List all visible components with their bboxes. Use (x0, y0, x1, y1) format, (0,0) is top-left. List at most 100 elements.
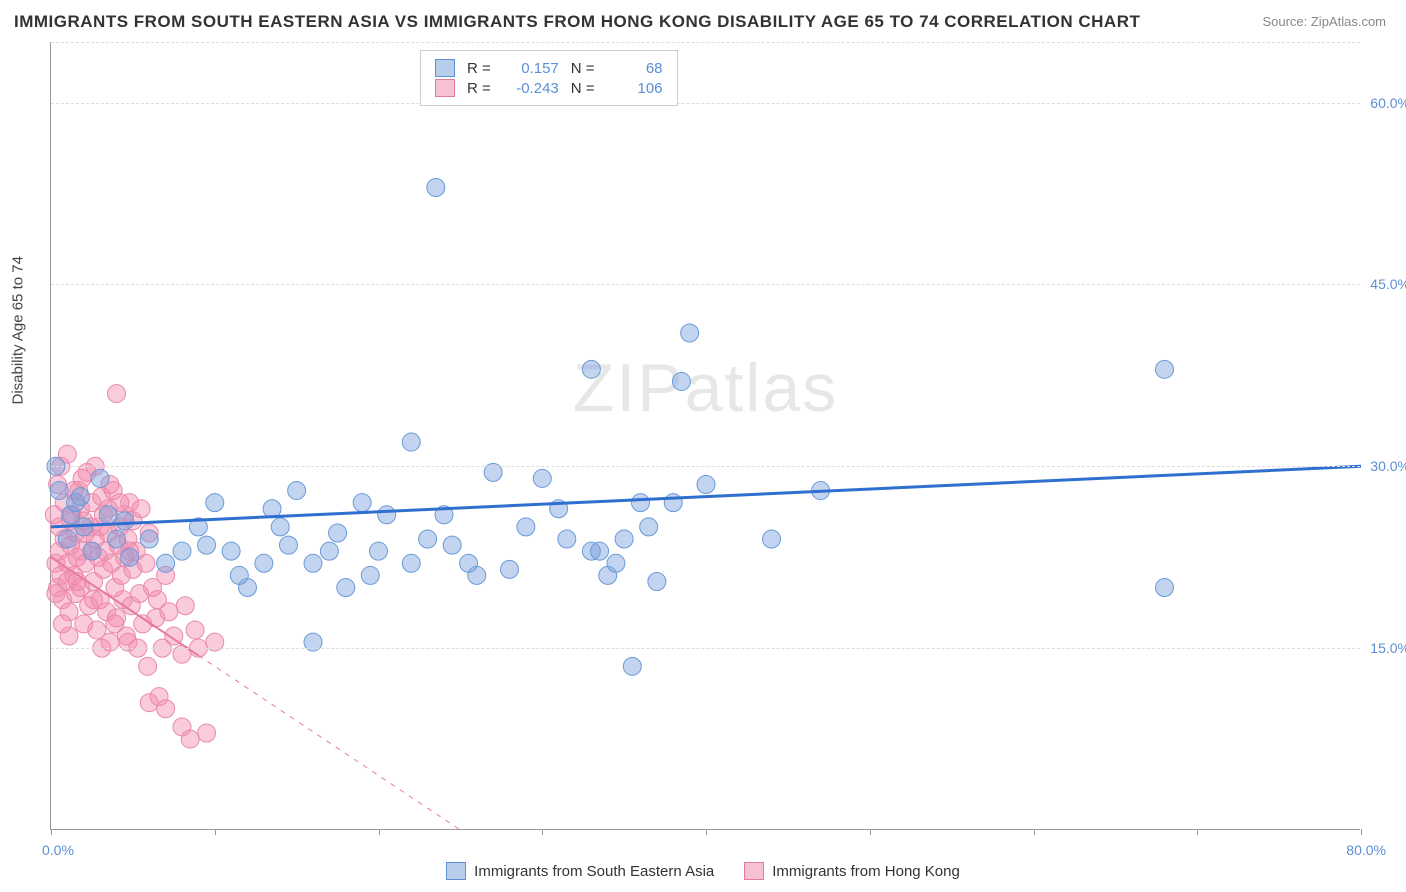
scatter-point-series1 (304, 554, 322, 572)
scatter-point-series1 (681, 324, 699, 342)
chart-title: IMMIGRANTS FROM SOUTH EASTERN ASIA VS IM… (14, 12, 1140, 32)
scatter-point-series1 (591, 542, 609, 560)
scatter-point-series2 (148, 591, 166, 609)
scatter-point-series1 (255, 554, 273, 572)
scatter-point-series2 (60, 627, 78, 645)
x-tick (1361, 829, 1362, 835)
legend-row-series1: R = 0.157 N = 68 (435, 59, 663, 77)
scatter-point-series2 (181, 730, 199, 748)
scatter-point-series2 (132, 500, 150, 518)
x-tick (1197, 829, 1198, 835)
scatter-point-series1 (419, 530, 437, 548)
regression-line-dashed (198, 655, 460, 830)
chart-svg (51, 42, 1360, 829)
scatter-point-series1 (337, 579, 355, 597)
y-tick-label: 60.0% (1350, 95, 1406, 111)
n-label-2: N = (571, 80, 595, 97)
scatter-point-series1 (378, 506, 396, 524)
scatter-point-series2 (73, 469, 91, 487)
scatter-point-series1 (116, 512, 134, 530)
x-tick (215, 829, 216, 835)
scatter-point-series1 (206, 494, 224, 512)
scatter-point-series1 (402, 433, 420, 451)
scatter-point-series1 (329, 524, 347, 542)
legend-item-series2: Immigrants from Hong Kong (744, 862, 960, 880)
swatch-bottom-series1 (446, 862, 466, 880)
series-legend: Immigrants from South Eastern Asia Immig… (0, 862, 1406, 880)
scatter-point-series2 (108, 385, 126, 403)
x-origin-label: 0.0% (42, 842, 74, 858)
scatter-point-series1 (648, 572, 666, 590)
scatter-point-series1 (460, 554, 478, 572)
scatter-point-series2 (176, 597, 194, 615)
series1-label: Immigrants from South Eastern Asia (474, 863, 714, 880)
y-axis-title: Disability Age 65 to 74 (10, 256, 27, 404)
scatter-point-series1 (198, 536, 216, 554)
gridline-h (51, 648, 1360, 649)
n-value-2: 106 (603, 80, 663, 97)
scatter-point-series1 (558, 530, 576, 548)
gridline-h (51, 284, 1360, 285)
scatter-point-series1 (370, 542, 388, 560)
swatch-series2 (435, 79, 455, 97)
scatter-point-series1 (427, 178, 445, 196)
scatter-point-series1 (50, 482, 68, 500)
scatter-point-series1 (640, 518, 658, 536)
scatter-point-series2 (137, 554, 155, 572)
scatter-point-series1 (288, 482, 306, 500)
y-tick-label: 45.0% (1350, 276, 1406, 292)
scatter-point-series2 (139, 657, 157, 675)
scatter-point-series1 (443, 536, 461, 554)
scatter-point-series1 (353, 494, 371, 512)
scatter-point-series1 (763, 530, 781, 548)
scatter-point-series1 (1156, 360, 1174, 378)
legend-item-series1: Immigrants from South Eastern Asia (446, 862, 714, 880)
scatter-point-series1 (271, 518, 289, 536)
scatter-point-series2 (198, 724, 216, 742)
scatter-point-series1 (533, 469, 551, 487)
scatter-point-series1 (615, 530, 633, 548)
scatter-point-series1 (361, 566, 379, 584)
x-tick (379, 829, 380, 835)
scatter-point-series1 (99, 506, 117, 524)
r-label-2: R = (467, 80, 491, 97)
scatter-point-series1 (58, 530, 76, 548)
x-tick (706, 829, 707, 835)
source-attribution: Source: ZipAtlas.com (1262, 14, 1386, 29)
scatter-point-series1 (697, 475, 715, 493)
scatter-point-series1 (173, 542, 191, 560)
scatter-point-series1 (140, 530, 158, 548)
scatter-point-series1 (632, 494, 650, 512)
scatter-point-series1 (157, 554, 175, 572)
r-label-1: R = (467, 60, 491, 77)
x-tick (870, 829, 871, 835)
scatter-point-series2 (157, 700, 175, 718)
correlation-legend: R = 0.157 N = 68 R = -0.243 N = 106 (420, 50, 678, 106)
scatter-point-series1 (320, 542, 338, 560)
scatter-point-series1 (582, 360, 600, 378)
scatter-point-series1 (279, 536, 297, 554)
legend-row-series2: R = -0.243 N = 106 (435, 79, 663, 97)
scatter-point-series1 (623, 657, 641, 675)
scatter-point-series1 (230, 566, 248, 584)
scatter-point-series2 (106, 615, 124, 633)
scatter-point-series1 (517, 518, 535, 536)
x-max-label: 80.0% (1346, 842, 1386, 858)
scatter-point-series1 (222, 542, 240, 560)
scatter-point-series1 (402, 554, 420, 572)
x-tick (51, 829, 52, 835)
scatter-point-series1 (1156, 579, 1174, 597)
x-tick (542, 829, 543, 835)
scatter-point-series2 (186, 621, 204, 639)
gridline-h (51, 42, 1360, 43)
swatch-bottom-series2 (744, 862, 764, 880)
scatter-point-series2 (45, 506, 63, 524)
r-value-2: -0.243 (499, 80, 559, 97)
scatter-point-series1 (607, 554, 625, 572)
series2-label: Immigrants from Hong Kong (772, 863, 960, 880)
n-label-1: N = (571, 60, 595, 77)
r-value-1: 0.157 (499, 60, 559, 77)
scatter-point-series1 (121, 548, 139, 566)
n-value-1: 68 (603, 60, 663, 77)
scatter-point-series1 (501, 560, 519, 578)
